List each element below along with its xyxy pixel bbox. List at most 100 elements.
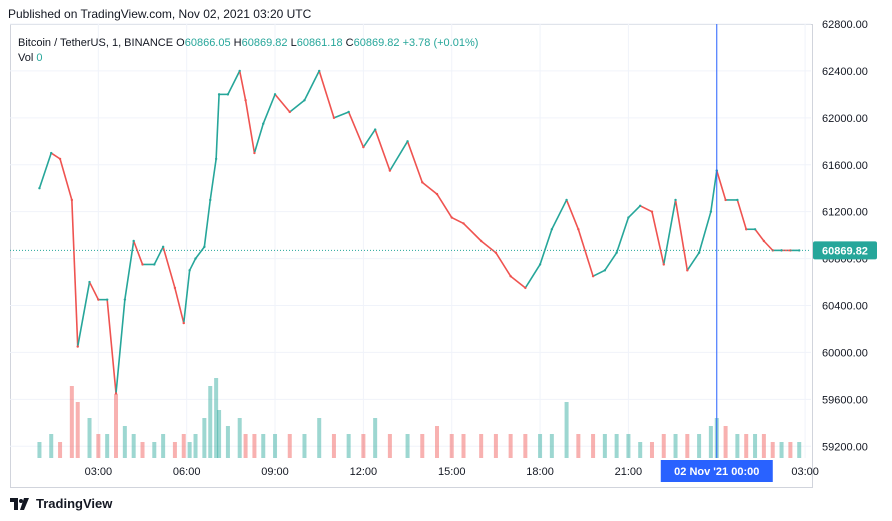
volume-bar [614, 434, 619, 458]
volume-label: Vol [18, 52, 34, 64]
volume-bar [273, 434, 278, 458]
x-tick-label: 15:00 [438, 466, 466, 478]
close-label: C [345, 37, 354, 49]
price-segment [253, 123, 265, 154]
volume-bar [723, 426, 728, 458]
volume-bar [549, 434, 554, 458]
y-tick-label: 61600.00 [822, 160, 868, 172]
price-segment [227, 70, 241, 95]
x-tick-label: 03:00 [85, 466, 113, 478]
y-tick-label: 62400.00 [822, 66, 868, 78]
volume-bar [243, 434, 248, 458]
price-point [686, 269, 689, 272]
price-segment [615, 217, 630, 253]
price-point [58, 157, 62, 161]
price-segment [244, 100, 256, 154]
price-segment [262, 94, 276, 125]
price-point [244, 99, 247, 102]
volume-bar [122, 426, 127, 458]
chart-frame[interactable] [10, 24, 813, 488]
volume-bar [761, 434, 766, 458]
price-point [435, 192, 439, 196]
x-tick-label: 21:00 [615, 466, 643, 478]
volume-bar [252, 434, 257, 458]
price-segment [627, 205, 641, 219]
volume-bar [96, 434, 101, 458]
price-segment [639, 205, 653, 213]
price-segment [389, 140, 409, 172]
price-segment [592, 269, 606, 277]
volume-bar [788, 442, 793, 458]
price-point [550, 228, 554, 231]
price-point [373, 128, 377, 131]
volume-bar [797, 442, 802, 458]
price-segment [551, 199, 568, 230]
price-point [105, 298, 109, 301]
price-segment [59, 158, 73, 201]
price-segment [188, 258, 197, 271]
price-point [509, 274, 512, 278]
x-tick-label: 06:00 [173, 466, 201, 478]
price-point [238, 69, 241, 73]
volume-bar [461, 434, 466, 458]
volume-bar [779, 442, 784, 458]
price-point [724, 198, 727, 202]
tradingview-footer[interactable]: TradingView [10, 496, 112, 511]
price-point [318, 69, 321, 73]
crosshair-time-label: 02 Nov '21 00:00 [674, 466, 759, 478]
price-point [565, 198, 568, 202]
volume-bar [420, 434, 425, 458]
price-point [603, 269, 607, 272]
volume-bar [172, 442, 177, 458]
price-point [203, 245, 206, 249]
price-point [123, 298, 127, 301]
price-segment [88, 281, 100, 301]
price-segment [115, 299, 126, 394]
price-segment [577, 229, 594, 277]
price-point [650, 210, 654, 213]
volume-bar [287, 434, 292, 458]
x-tick-label: 12:00 [350, 466, 378, 478]
volume-bar [152, 442, 157, 458]
volume-bar [564, 402, 569, 458]
price-point [153, 263, 156, 266]
price-point [226, 93, 230, 96]
price-point [524, 286, 527, 290]
volume-bar [697, 434, 702, 458]
volume-bar [673, 434, 678, 458]
price-point [182, 321, 185, 325]
price-point [538, 263, 542, 266]
price-point [141, 263, 144, 266]
price-point [615, 251, 618, 254]
price-point [406, 140, 409, 143]
price-segment [510, 275, 526, 289]
volume-bar [49, 434, 54, 458]
volume-bar [649, 442, 654, 458]
price-point [421, 181, 424, 184]
price-segment [303, 70, 320, 101]
volume-bar [202, 418, 207, 458]
price-point [347, 110, 350, 114]
price-segment [763, 240, 774, 251]
volume-bar [708, 426, 713, 458]
price-segment [153, 246, 164, 265]
open-label: O [176, 37, 185, 49]
volume-bar [193, 434, 198, 458]
volume-bar [58, 442, 63, 458]
price-segment [710, 170, 718, 212]
x-tick-label: 18:00 [526, 466, 554, 478]
price-segment [462, 222, 482, 242]
price-point [753, 228, 757, 231]
price-point [76, 345, 79, 348]
price-segment [662, 199, 677, 265]
price-segment [736, 199, 747, 230]
price-point [450, 216, 453, 219]
volume-bar [770, 442, 775, 458]
volume-bar [208, 386, 213, 458]
price-point [479, 239, 483, 243]
price-segment [674, 199, 689, 271]
price-segment [495, 252, 512, 277]
low-label: L [290, 37, 297, 49]
price-point [303, 99, 306, 102]
